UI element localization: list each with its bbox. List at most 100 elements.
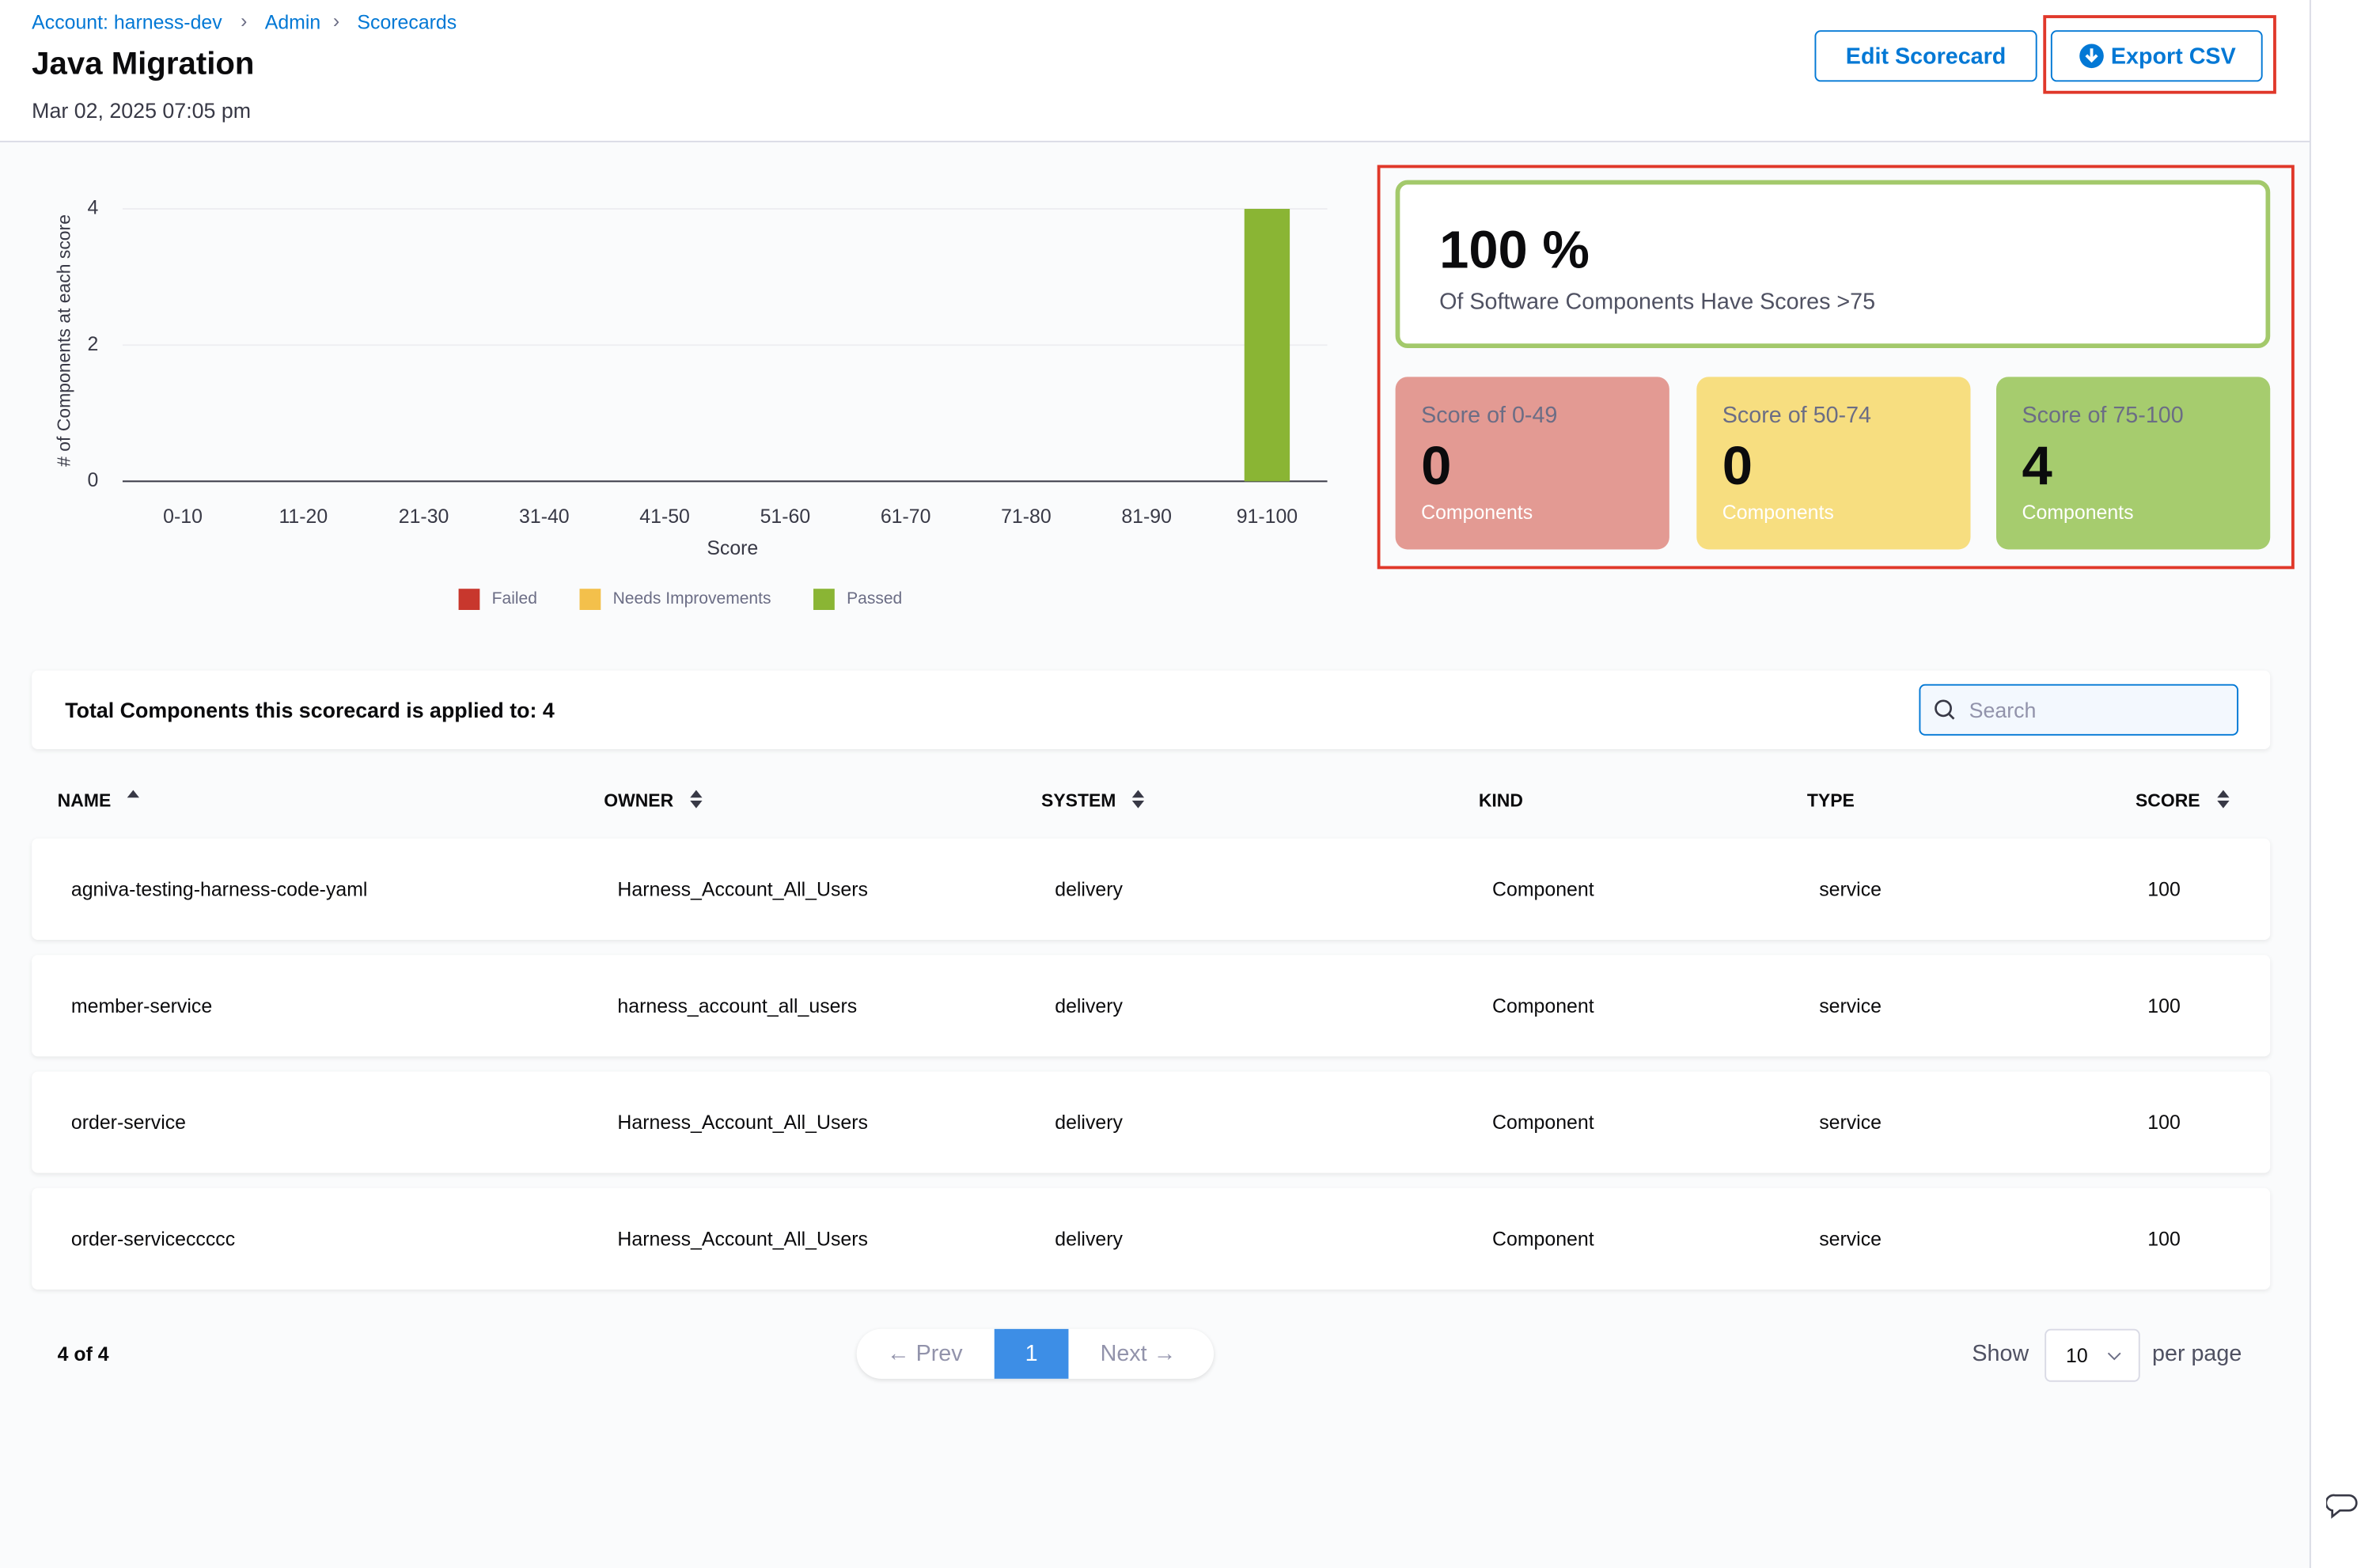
- column-header[interactable]: SYSTEM: [1041, 790, 1116, 812]
- score-count: 0: [1722, 434, 1753, 497]
- next-button[interactable]: Next →: [1100, 1341, 1177, 1367]
- score-label: Score of 50-74: [1722, 402, 1872, 429]
- table-cell: order-serviceccccc: [70, 1227, 236, 1251]
- sort-icon: [2217, 790, 2230, 809]
- column-header[interactable]: SCORE: [2135, 790, 2200, 812]
- export-button[interactable]: Export CSV: [2050, 30, 2263, 82]
- breadcrumb[interactable]: Account: harness-dev: [32, 10, 222, 34]
- per-page-label: per page: [2152, 1341, 2242, 1367]
- chart: 0 2 4 Score # of Components at each score 0-1…: [53, 197, 1328, 610]
- score-unit: Components: [1421, 501, 1533, 524]
- table-cell: Harness_Account_All_Users: [617, 877, 868, 901]
- summary-card: 100 % Of Software Components Have Scores…: [1395, 180, 2271, 349]
- sort-arrow: [690, 790, 703, 798]
- table-cell: service: [1819, 994, 1882, 1017]
- legend-swatch: [458, 589, 480, 610]
- table-row[interactable]: order-service Harness_Account_All_Users de…: [32, 1071, 2271, 1173]
- x-tick-label: 41-50: [639, 506, 690, 528]
- x-tick-label: 81-90: [1121, 506, 1172, 528]
- column-header[interactable]: KIND: [1478, 790, 1523, 812]
- search-input[interactable]: Search: [1919, 684, 2239, 736]
- divider: [2309, 0, 2311, 1568]
- x-tick-label: 31-40: [519, 506, 570, 528]
- sort-icon: [1131, 790, 1145, 809]
- sort-icon: [127, 790, 139, 798]
- x-tick-label: 21-30: [399, 506, 449, 528]
- table-cell: Component: [1492, 1111, 1594, 1134]
- y-tick-label: 2: [88, 333, 99, 355]
- table-cell: 100: [2147, 1227, 2181, 1251]
- table-cell: delivery: [1055, 1111, 1123, 1134]
- table-cell: delivery: [1055, 994, 1123, 1017]
- table-cell: delivery: [1055, 877, 1123, 901]
- breadcrumb[interactable]: Scorecards: [357, 10, 457, 34]
- table-cell: agniva-testing-harness-code-yaml: [70, 877, 368, 901]
- column-header[interactable]: NAME: [57, 790, 112, 812]
- sort-arrow: [690, 801, 703, 809]
- table-cell: member-service: [70, 994, 213, 1017]
- page-button[interactable]: 1: [994, 1328, 1069, 1379]
- table-cell: harness_account_all_users: [617, 994, 858, 1017]
- date: Mar 02, 2025 07:05 pm: [32, 98, 252, 123]
- page-size-select[interactable]: 10: [2045, 1328, 2140, 1382]
- export-label: Export CSV: [2110, 43, 2236, 70]
- page-title: Java Migration: [32, 47, 255, 82]
- sort-arrow: [127, 790, 139, 798]
- table-cell: service: [1819, 1227, 1882, 1251]
- table-cell: 100: [2147, 877, 2181, 901]
- table-cell: Component: [1492, 1227, 1594, 1251]
- side-rail: [2310, 0, 2361, 1568]
- show-label: Show: [1972, 1341, 2029, 1367]
- prev-button[interactable]: ← Prev: [886, 1341, 963, 1367]
- table-cell: Component: [1492, 877, 1594, 901]
- chevron: [2107, 1352, 2121, 1361]
- legend-swatch: [579, 589, 601, 610]
- separator: ›: [332, 9, 340, 32]
- table-cell: Component: [1492, 994, 1594, 1017]
- column-header[interactable]: TYPE: [1806, 790, 1855, 812]
- legend-swatch: [813, 589, 835, 610]
- x-tick-label: 91-100: [1237, 506, 1298, 528]
- table-row[interactable]: member-service harness_account_all_users d…: [32, 955, 2271, 1057]
- table-cell: Harness_Account_All_Users: [617, 1227, 868, 1251]
- table-cell: delivery: [1055, 1227, 1123, 1251]
- y-tick-label: 4: [88, 197, 99, 219]
- score-label: Score of 0-49: [1421, 402, 1558, 429]
- score-label: Score of 75-100: [2022, 402, 2184, 429]
- x-axis-label: Score: [707, 537, 758, 559]
- highlight-box: [1377, 165, 2295, 570]
- score-card: Score of 50-74 0 Components: [1696, 377, 1971, 550]
- search-icon: [1935, 699, 1955, 720]
- sort-arrow: [2217, 801, 2230, 809]
- breadcrumb[interactable]: Admin: [264, 10, 321, 34]
- table-cell: service: [1819, 1111, 1882, 1134]
- table-row[interactable]: agniva-testing-harness-code-yaml Harness_…: [32, 838, 2271, 941]
- summary-headline: 100 %: [1439, 221, 1590, 280]
- column-header[interactable]: OWNER: [604, 790, 674, 812]
- table-cell: order-service: [70, 1111, 187, 1134]
- x-tick-label: 61-70: [881, 506, 931, 528]
- legend-label: Passed: [847, 589, 902, 608]
- table-row[interactable]: order-serviceccccc Harness_Account_All_Us…: [32, 1187, 2271, 1290]
- sort-arrow: [1131, 801, 1145, 809]
- table-caption: Total Components this scorecard is appli…: [65, 697, 555, 722]
- pager: ← Prev 1 Next →: [856, 1328, 1215, 1379]
- edit-button[interactable]: Edit Scorecard: [1814, 30, 2037, 82]
- page-summary: 4 of 4: [57, 1342, 109, 1365]
- search-placeholder: Search: [1969, 697, 2037, 722]
- x-tick-label: 11-20: [279, 506, 328, 528]
- score-unit: Components: [1722, 501, 1834, 524]
- chat-icon[interactable]: [2326, 1490, 2359, 1521]
- sort-icon: [690, 790, 703, 809]
- table-cell: Harness_Account_All_Users: [617, 1111, 868, 1134]
- summary-text: Of Software Components Have Scores >75: [1439, 289, 1876, 315]
- sort-arrow: [2217, 790, 2230, 798]
- score-count: 0: [1421, 434, 1452, 497]
- score-unit: Components: [2022, 501, 2134, 524]
- x-tick-label: 51-60: [760, 506, 811, 528]
- table-cell: service: [1819, 877, 1882, 901]
- y-tick-label: 0: [88, 469, 99, 491]
- legend-label: Needs Improvements: [613, 589, 771, 608]
- score-card: Score of 0-49 0 Components: [1395, 377, 1669, 550]
